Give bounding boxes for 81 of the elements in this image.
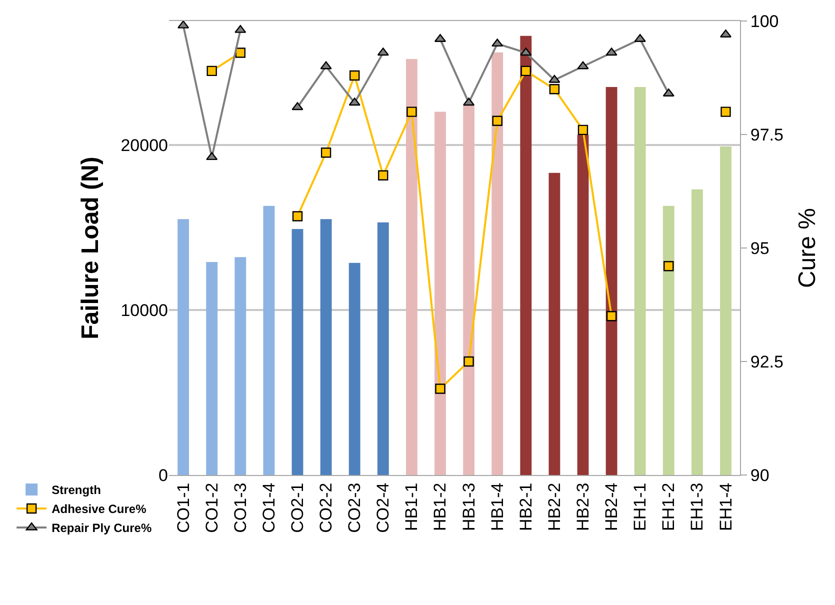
bar [178, 219, 189, 475]
x-tick-label: HB1-2 [430, 482, 450, 531]
bar [320, 219, 332, 475]
bar [434, 112, 446, 475]
point [578, 124, 588, 136]
bar [348, 262, 360, 475]
bar [577, 134, 589, 475]
point [292, 211, 303, 222]
bar [206, 262, 218, 475]
bar [406, 58, 418, 475]
bar [234, 257, 246, 475]
y2-tick-label: 92.5 [750, 352, 784, 372]
x-tick-label: EH1-2 [659, 482, 678, 531]
point [378, 170, 388, 180]
point [235, 48, 246, 58]
point [406, 106, 417, 117]
point [464, 356, 474, 367]
y2-tick-label: 90 [750, 466, 770, 485]
legend-label: Repair Ply Cure% [52, 521, 152, 536]
x-tick-label: CO2-2 [316, 482, 336, 533]
x-tick-label: HB2-3 [574, 482, 593, 531]
x-tick-label: CO1-3 [230, 482, 250, 533]
bar [292, 229, 304, 475]
x-tick-label: HB2-4 [602, 482, 622, 531]
point [292, 102, 304, 110]
bar [662, 206, 674, 475]
x-tick-label: EH1-4 [716, 482, 736, 531]
bar [634, 87, 646, 475]
point [664, 261, 674, 272]
bar [691, 189, 703, 475]
legend-label: Strength [52, 483, 101, 498]
bar [463, 105, 474, 475]
x-tick-label: CO1-1 [174, 482, 193, 533]
point [606, 311, 617, 322]
legend-label: Adhesive Cure% [52, 502, 147, 516]
x-tick-label: EH1-3 [688, 482, 707, 531]
x-tick-label: HB1-3 [459, 482, 478, 531]
bar [720, 146, 732, 475]
point [206, 152, 218, 160]
x-tick-label: CO2-3 [345, 482, 364, 533]
y2-axis-title: Cure % [794, 208, 821, 288]
point [548, 74, 560, 83]
point [520, 66, 531, 76]
x-tick-label: CO2-1 [288, 482, 308, 533]
point [349, 70, 360, 81]
point [520, 48, 532, 56]
point [320, 148, 332, 158]
point [206, 66, 217, 76]
bar [263, 206, 275, 475]
x-tick-label: HB2-2 [544, 482, 564, 531]
x-tick-label: HB1-4 [488, 482, 507, 531]
x-tick-label: CO2-4 [374, 482, 393, 533]
point [606, 48, 618, 56]
y2-tick-label: 95 [750, 238, 770, 258]
bar [548, 172, 560, 475]
point [634, 34, 646, 42]
x-tick-label: CO1-4 [259, 482, 278, 533]
y-tick-label: 10000 [120, 300, 168, 320]
point [234, 24, 246, 33]
x-tick-label: CO1-2 [202, 482, 222, 533]
x-tick-label: HB1-1 [402, 482, 422, 531]
point [320, 61, 332, 70]
y2-tick-label: 97.5 [750, 125, 784, 144]
point [577, 61, 589, 70]
point [377, 48, 389, 56]
bar [377, 222, 389, 475]
y-tick-label: 20000 [120, 136, 168, 155]
point [348, 98, 360, 106]
y2-tick-label: 100 [750, 12, 779, 31]
point [492, 38, 504, 47]
point [549, 84, 560, 94]
y-tick-label: 0 [158, 466, 168, 485]
point [492, 116, 502, 126]
x-tick-label: EH1-1 [630, 482, 650, 531]
bar [520, 36, 532, 475]
x-tick-label: HB2-1 [516, 482, 536, 531]
bar [492, 52, 504, 475]
bar [606, 87, 618, 475]
y-axis-title: Failure Load (N) [76, 156, 104, 340]
point [720, 106, 731, 117]
point [435, 384, 446, 394]
